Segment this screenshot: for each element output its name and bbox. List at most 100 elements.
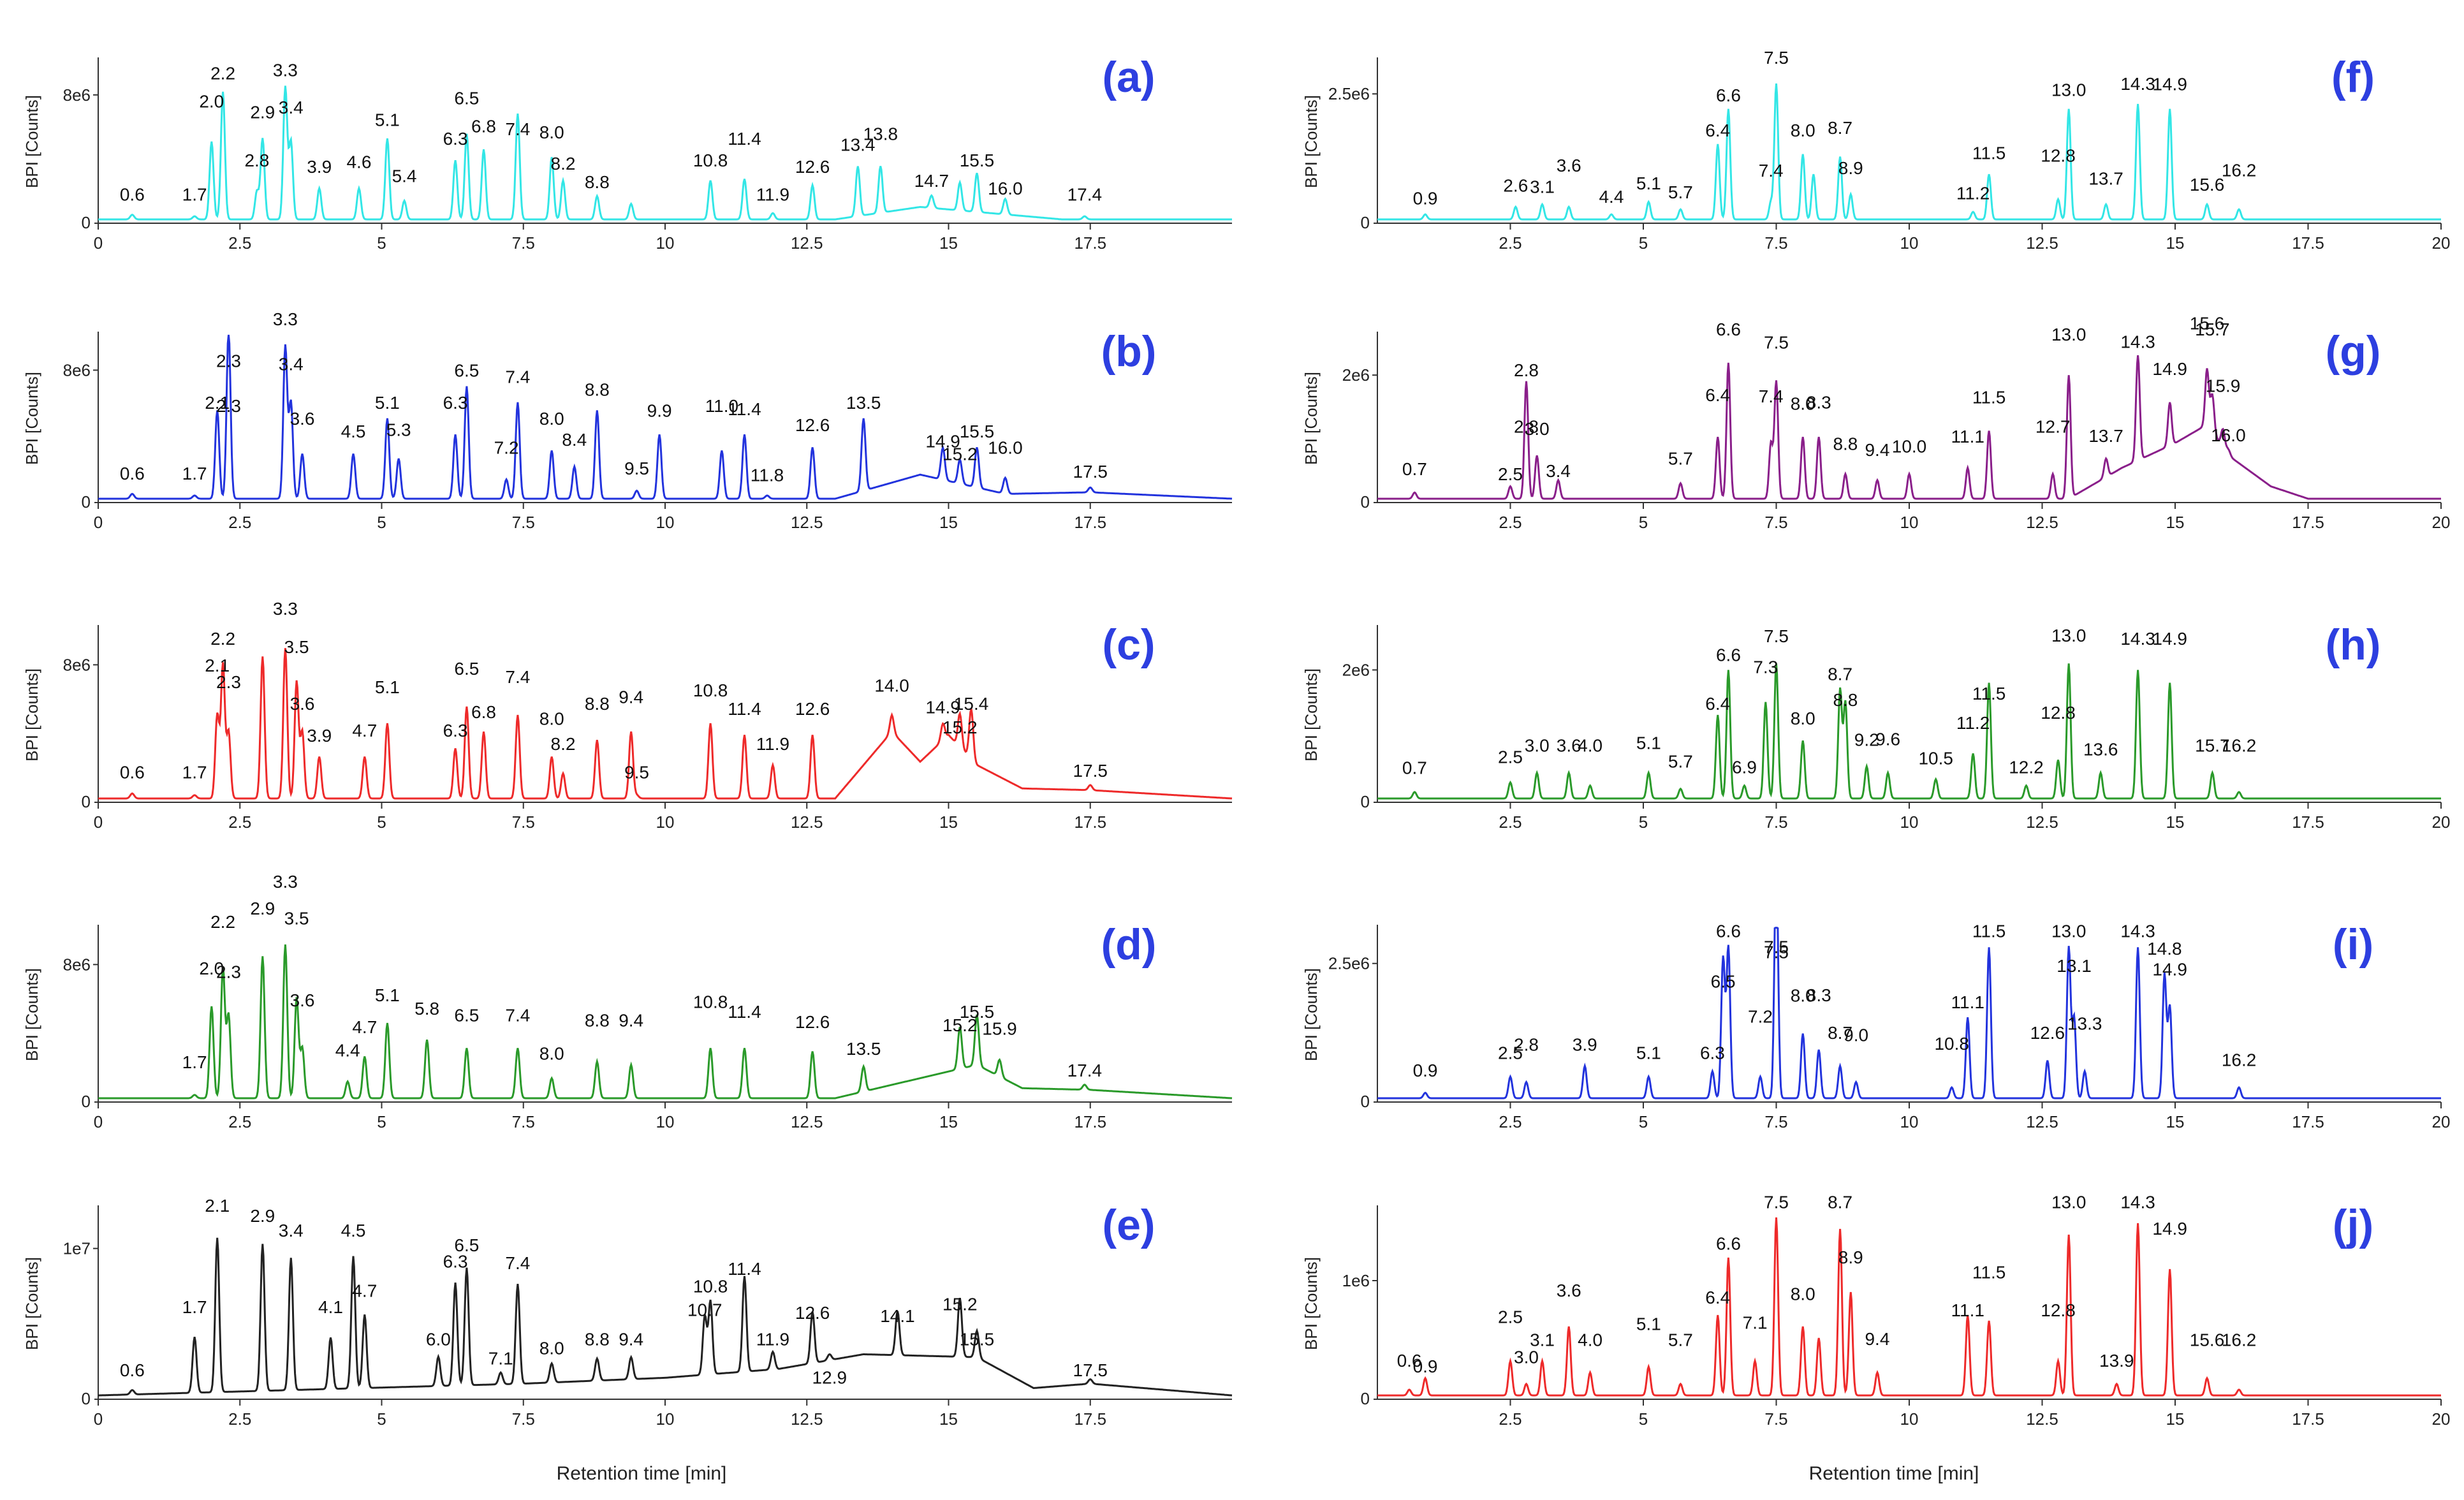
peak-label: 15.6 xyxy=(2190,175,2225,195)
x-tick-label: 2.5 xyxy=(1499,812,1522,832)
peak-label: 15.2 xyxy=(942,717,978,737)
peak-label: 14.9 xyxy=(2152,959,2187,979)
peak-label: 0.6 xyxy=(120,763,145,783)
x-tick-label: 20 xyxy=(2432,812,2451,832)
x-tick-label: 17.5 xyxy=(2292,1112,2324,1131)
y-tick-label: 2.5e6 xyxy=(1328,954,1370,973)
peak-label: 16.2 xyxy=(2222,735,2257,755)
peak-label: 3.5 xyxy=(284,909,309,929)
peak-label: 8.0 xyxy=(1791,393,1815,413)
x-tick-label: 0 xyxy=(94,233,103,253)
peak-label: 15.2 xyxy=(942,445,978,464)
peak-label: 9.4 xyxy=(619,688,643,707)
peak-label: 4.7 xyxy=(352,721,377,740)
panel-e: 1e7 0 BPI [Counts] 0 2.5 5 7.5 10 12.5 15 17.5 0.6 1… xyxy=(22,1196,1233,1429)
peak-label: 8.0 xyxy=(539,709,564,729)
peak-label: 13.5 xyxy=(846,1039,881,1059)
series-line xyxy=(1377,927,2441,1099)
peak-label: 13.0 xyxy=(2051,626,2086,645)
panel-tag: (c) xyxy=(1102,621,1155,669)
peak-label: 9.9 xyxy=(647,401,672,420)
x-axis-title-right: Retention time [min] xyxy=(1809,1463,1979,1484)
peak-label: 15.7 xyxy=(2195,320,2230,339)
peak-label: 13.3 xyxy=(2067,1014,2102,1034)
peak-label: 14.9 xyxy=(2152,629,2187,649)
peak-label: 3.9 xyxy=(307,726,332,746)
panel-tag: (j) xyxy=(2333,1201,2373,1249)
peak-label: 14.9 xyxy=(925,431,960,451)
y-axis-label: BPI [Counts] xyxy=(1302,668,1321,761)
peak-label: 14.3 xyxy=(2120,1193,2155,1212)
peak-label: 3.3 xyxy=(273,61,298,80)
peak-label: 3.6 xyxy=(290,694,315,714)
x-tick-label: 10 xyxy=(656,1409,675,1429)
panel-d: 8e6 0 BPI [Counts] 0 2.5 5 7.5 10 12.5 15 17.5 1.7 2… xyxy=(22,872,1233,1131)
panel-j: 1e6 0 BPI [Counts] 2.5 5 7.5 10 12.5 15 17.5 20 0.6… xyxy=(1302,1193,2450,1429)
x-tick-label: 15 xyxy=(939,1409,958,1429)
peak-label: 2.1 xyxy=(205,1196,230,1216)
x-tick-label: 12.5 xyxy=(2026,812,2058,832)
x-tick-label: 12.5 xyxy=(2026,1112,2058,1131)
peak-label: 8.0 xyxy=(539,1044,564,1064)
peak-label: 11.8 xyxy=(751,465,784,485)
panel-tag: (b) xyxy=(1101,327,1157,376)
x-tick-label: 2.5 xyxy=(1499,233,1522,253)
x-tick-label: 7.5 xyxy=(512,812,535,832)
peak-label: 11.4 xyxy=(728,1259,761,1279)
peak-label: 15.5 xyxy=(960,1330,995,1349)
peak-label: 3.3 xyxy=(273,309,298,329)
peak-label: 14.8 xyxy=(2147,939,2182,959)
peak-label: 3.6 xyxy=(290,990,315,1010)
peak-label: 14.7 xyxy=(914,171,950,191)
peak-label: 5.4 xyxy=(392,166,417,186)
peak-label: 10.0 xyxy=(1892,436,1927,456)
peak-label: 8.8 xyxy=(585,694,610,714)
peak-label: 6.4 xyxy=(1705,385,1730,405)
peak-label: 8.0 xyxy=(539,409,564,429)
peak-label: 3.4 xyxy=(279,354,304,374)
peak-label: 5.1 xyxy=(375,677,400,697)
peak-label: 6.6 xyxy=(1716,1233,1741,1253)
peak-label: 11.5 xyxy=(1972,143,2006,163)
x-tick-label: 17.5 xyxy=(2292,233,2324,253)
peak-label: 6.5 xyxy=(454,659,479,679)
peak-label: 6.8 xyxy=(471,116,496,136)
peak-label: 6.6 xyxy=(1716,921,1741,941)
peak-label: 7.4 xyxy=(505,667,530,687)
series-line xyxy=(1377,663,2441,800)
peak-label: 6.5 xyxy=(454,1005,479,1025)
peak-label: 3.0 xyxy=(1514,1348,1539,1367)
x-tick-label: 5 xyxy=(1639,513,1648,532)
peak-label: 9.0 xyxy=(1844,1025,1868,1045)
peak-label: 11.0 xyxy=(705,396,738,416)
peak-label: 7.5 xyxy=(1764,626,1789,646)
peak-label: 6.5 xyxy=(454,88,479,108)
x-tick-label: 10 xyxy=(656,1112,675,1131)
peak-label: 11.5 xyxy=(1972,388,2006,408)
y-tick-label: 8e6 xyxy=(63,360,91,379)
peak-label: 2.8 xyxy=(1514,416,1539,436)
peak-label: 8.9 xyxy=(1838,1247,1863,1267)
peak-label: 17.5 xyxy=(1073,761,1108,781)
peak-label: 0.9 xyxy=(1413,1357,1438,1376)
panel-b: 8e6 0 BPI [Counts] 0 2.5 5 7.5 10 12.5 15 17.5 0.6 1… xyxy=(22,309,1233,532)
peak-label: 3.0 xyxy=(1525,419,1550,439)
series-line xyxy=(1377,355,2441,500)
peak-label: 9.6 xyxy=(1875,729,1900,749)
peak-label: 12.6 xyxy=(2030,1023,2065,1043)
x-tick-label: 7.5 xyxy=(512,1409,535,1429)
x-tick-label: 10 xyxy=(656,812,675,832)
y-axis-label: BPI [Counts] xyxy=(22,95,41,188)
x-tick-label: 10 xyxy=(1900,233,1919,253)
y-tick-label: 2.5e6 xyxy=(1328,84,1370,103)
peak-label: 15.9 xyxy=(2206,376,2241,395)
panel-tag: (i) xyxy=(2333,920,2373,969)
x-tick-label: 7.5 xyxy=(1764,233,1787,253)
peak-label: 14.9 xyxy=(2152,1219,2187,1239)
peak-label: 2.5 xyxy=(1498,464,1523,484)
x-tick-label: 15 xyxy=(2166,233,2185,253)
x-tick-label: 5 xyxy=(1639,812,1648,832)
peak-label: 15.4 xyxy=(954,694,989,714)
peak-label: 2.3 xyxy=(216,962,241,982)
y-axis-label: BPI [Counts] xyxy=(22,668,41,761)
